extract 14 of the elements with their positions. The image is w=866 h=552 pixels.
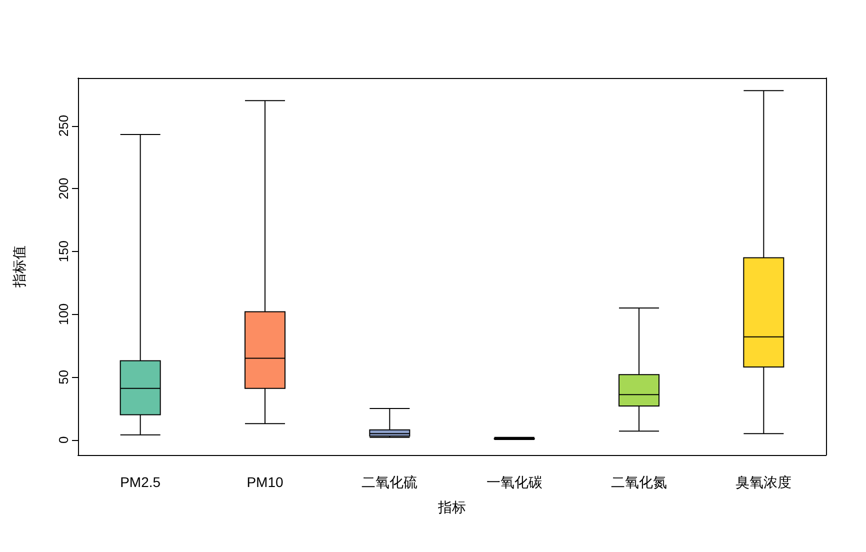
x-tick-label: 臭氧浓度 xyxy=(736,474,792,490)
x-tick-label: 二氧化硫 xyxy=(362,474,418,490)
x-axis-title: 指标 xyxy=(437,499,466,515)
x-tick-label: PM2.5 xyxy=(120,474,161,490)
y-tick-label: 200 xyxy=(56,178,71,200)
y-axis-title: 指标值 xyxy=(11,246,27,288)
y-tick-label: 250 xyxy=(56,114,71,137)
y-tick-label: 100 xyxy=(56,303,71,326)
x-tick-label: 二氧化氮 xyxy=(611,474,667,490)
y-tick-label: 0 xyxy=(56,436,71,444)
x-tick-label: PM10 xyxy=(246,474,284,490)
x-tick-label: 一氧化碳 xyxy=(486,474,542,490)
y-tick-label: 150 xyxy=(56,240,71,262)
y-tick-label: 50 xyxy=(56,370,71,384)
